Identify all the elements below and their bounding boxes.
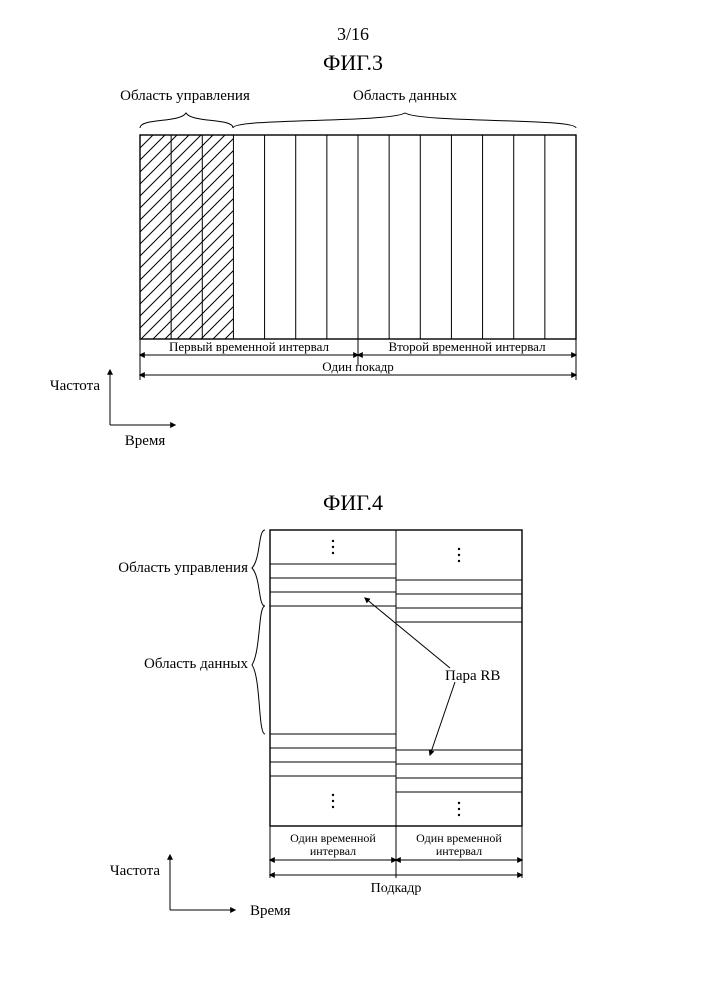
fig3-data-region-label: Область данных <box>353 88 457 104</box>
fig3-grid <box>140 135 576 339</box>
fig4-title: ФИГ.4 <box>323 490 383 515</box>
fig4-left-brace-control <box>252 530 265 606</box>
fig3-second-slot-label: Второй временной интервал <box>388 339 546 354</box>
fig3-one-subframe-label: Один покадр <box>322 359 393 374</box>
fig4-slot1-label-l2: интервал <box>310 844 356 858</box>
fig4-rb-pair-label: Пара RB <box>445 668 500 684</box>
fig4-slot1-label-l1: Один временной <box>290 831 376 845</box>
page-number: 3/16 <box>337 24 369 44</box>
fig3-first-slot-label: Первый временной интервал <box>169 339 329 354</box>
fig3-time-label: Время <box>125 433 166 449</box>
fig4-time-label: Время <box>250 903 291 919</box>
fig3-axes <box>110 370 175 425</box>
fig4-axes <box>170 855 235 910</box>
fig3-freq-label: Частота <box>50 378 100 394</box>
fig4-slot2-label-l2: интервал <box>436 844 482 858</box>
fig4-data-region-label: Область данных <box>144 656 248 672</box>
fig3-title: ФИГ.3 <box>323 50 383 75</box>
fig4-control-region-label: Область управления <box>118 560 248 576</box>
fig4-freq-label: Частота <box>110 863 160 879</box>
fig3-control-region-label: Область управления <box>120 88 250 104</box>
fig4-left-brace-data <box>252 606 265 734</box>
fig4-slot2-label-l1: Один временной <box>416 831 502 845</box>
fig4-subframe-label: Подкадр <box>371 881 422 896</box>
fig3-top-brace-control <box>140 113 233 128</box>
fig3-top-brace-data <box>233 113 576 128</box>
